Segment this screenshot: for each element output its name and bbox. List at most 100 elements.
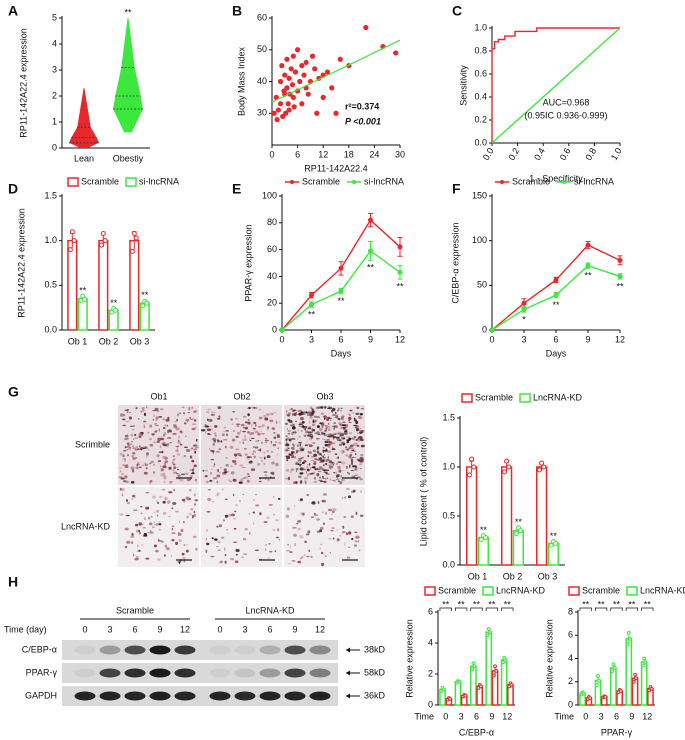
lipid-droplet	[164, 496, 167, 500]
blot-band	[174, 691, 196, 701]
replicate-point	[448, 696, 452, 701]
x-tick-label: 12	[502, 711, 512, 721]
lipid-droplet	[148, 522, 153, 526]
lipid-droplet	[289, 551, 293, 553]
y-axis-label: PPAR-γ expression	[243, 224, 253, 301]
significance: **	[480, 525, 488, 535]
lipid-droplet	[244, 453, 248, 456]
lipid-droplet	[239, 464, 244, 467]
marker	[397, 269, 403, 275]
lipid-droplet	[346, 465, 348, 469]
replicate-point	[541, 464, 547, 470]
lipid-droplet	[300, 417, 304, 421]
lipid-droplet	[321, 425, 324, 428]
lipid-droplet	[126, 499, 128, 502]
lipid-droplet	[135, 456, 137, 459]
lipid-droplet	[218, 524, 222, 528]
lipid-droplet	[255, 440, 258, 443]
lipid-droplet	[208, 418, 213, 422]
lipid-droplet	[291, 437, 296, 440]
x-axis-label: Days	[331, 348, 352, 358]
lipid-droplet	[156, 509, 160, 513]
lipid-droplet	[309, 413, 313, 417]
lipid-droplet	[186, 420, 189, 423]
lipid-droplet	[135, 523, 139, 527]
lipid-droplet	[299, 480, 303, 484]
lipid-droplet	[322, 449, 325, 453]
lipid-droplet	[252, 427, 256, 430]
y-tick-label: 2	[428, 668, 433, 678]
lipid-droplet	[251, 453, 254, 455]
lipid-droplet	[331, 448, 336, 450]
panel-label: A	[8, 3, 18, 19]
lipid-droplet	[330, 435, 335, 437]
y-axis-label: RP11-142A22.4 expression	[16, 208, 26, 317]
lipid-droplet	[331, 510, 335, 514]
lipid-droplet	[311, 501, 316, 505]
lipid-droplet	[169, 442, 172, 444]
lipid-droplet	[124, 545, 128, 549]
lipid-droplet	[186, 515, 189, 519]
lipid-droplet	[129, 425, 134, 427]
lipid-droplet	[232, 460, 237, 463]
lipid-droplet	[154, 430, 158, 433]
lipid-droplet	[287, 412, 292, 415]
lipid-droplet	[155, 417, 158, 421]
lipid-droplet	[329, 417, 332, 420]
lipid-droplet	[191, 427, 196, 431]
lipid-droplet	[123, 413, 126, 417]
lipid-droplet	[320, 412, 325, 415]
lipid-droplet	[162, 511, 167, 515]
lipid-droplet	[322, 477, 325, 479]
lipid-droplet	[276, 434, 280, 437]
lipid-droplet	[262, 451, 266, 454]
x-tick-label: 0.2	[506, 146, 521, 162]
lipid-droplet	[291, 431, 294, 435]
replicate-point	[140, 303, 146, 309]
lipid-droplet	[240, 478, 244, 482]
significance: **	[504, 599, 512, 609]
lipid-droplet	[235, 423, 241, 425]
lipid-droplet	[227, 533, 229, 535]
lipid-droplet	[270, 451, 274, 453]
lipid-droplet	[320, 543, 323, 546]
lipid-droplet	[358, 437, 363, 439]
lipid-droplet	[213, 439, 217, 443]
time-tick-label: 3	[107, 624, 112, 634]
lipid-droplet	[145, 506, 147, 509]
lipid-droplet	[126, 480, 129, 484]
replicate-point	[472, 664, 477, 669]
lipid-droplet	[158, 416, 163, 418]
significance: **	[79, 285, 87, 295]
bar	[535, 466, 548, 566]
lipid-droplet	[193, 514, 196, 517]
marker	[617, 273, 623, 279]
lipid-droplet	[258, 416, 263, 420]
annotation: r²=0.374	[345, 101, 379, 111]
y-tick-label: 4	[568, 653, 573, 663]
x-tick-label: 6	[474, 711, 479, 721]
y-tick-label: 0.8	[474, 45, 487, 55]
lipid-droplet	[349, 457, 354, 459]
lipid-droplet	[149, 424, 153, 428]
lipid-droplet	[252, 446, 256, 449]
lipid-droplet	[220, 440, 223, 443]
lipid-droplet	[190, 474, 193, 478]
blot-band	[309, 645, 331, 655]
lipid-droplet	[304, 480, 307, 483]
point	[277, 101, 284, 107]
lipid-droplet	[243, 448, 247, 450]
lipid-droplet	[233, 429, 235, 432]
lipid-droplet	[322, 455, 324, 458]
lipid-droplet	[311, 411, 316, 413]
lipid-droplet	[258, 480, 262, 483]
lipid-droplet	[287, 476, 291, 481]
lipid-droplet	[160, 473, 165, 477]
lipid-droplet	[257, 432, 261, 436]
lipid-droplet	[303, 477, 308, 480]
lipid-droplet	[257, 440, 260, 442]
lipid-droplet	[303, 434, 307, 436]
lipid-droplet	[189, 469, 192, 471]
point	[286, 75, 292, 81]
lipid-droplet	[170, 555, 173, 557]
